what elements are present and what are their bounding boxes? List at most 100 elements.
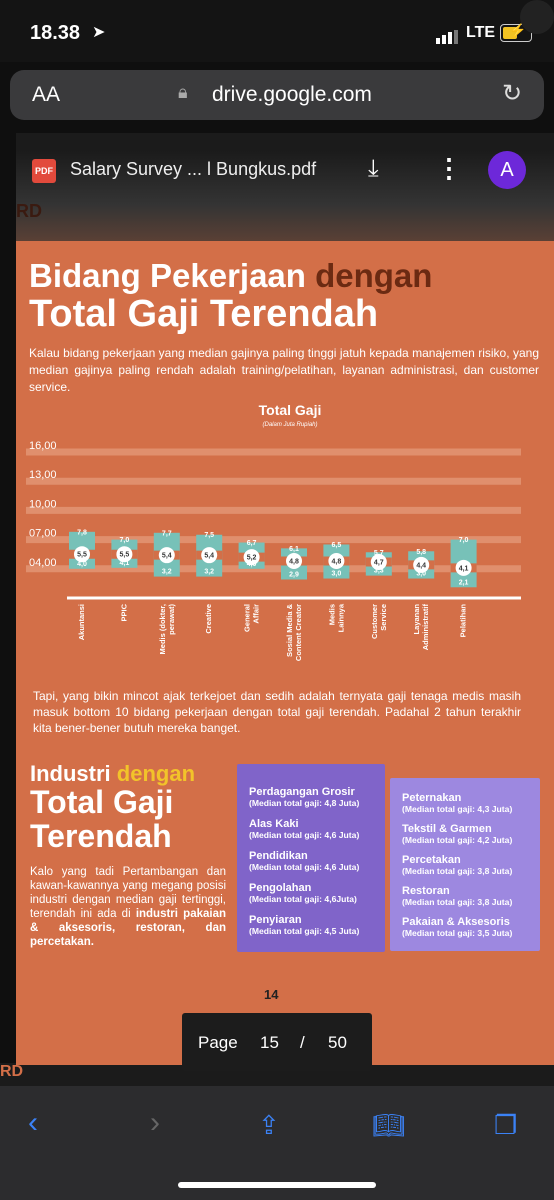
median-label: 4,4	[416, 562, 426, 569]
bar-lower	[196, 555, 223, 577]
industry-name: Pakaian & Aksesoris	[402, 916, 510, 928]
bookmarks-icon[interactable]: 📖︎	[372, 1110, 406, 1140]
industry-median: (Median total gaji: 3,8 Juta)	[402, 897, 513, 907]
category-label: CustomerService	[370, 604, 388, 639]
high-label: 6,5	[332, 542, 342, 549]
median-marker	[74, 546, 90, 563]
category-label: Medis (dokter,perawat)	[158, 603, 176, 654]
y-tick-label: 07,00	[29, 528, 57, 540]
median-marker	[243, 549, 260, 566]
page-separator: /	[300, 1033, 305, 1052]
category-label: Creative	[204, 604, 213, 634]
back-icon[interactable]: ‹	[28, 1106, 38, 1139]
median-label: 5,4	[204, 553, 214, 560]
chart-title: Total Gaji	[259, 402, 322, 418]
category-label: Sosial Media &Content Creator	[285, 603, 303, 661]
industry-item: Peternakan (Median total gaji: 4,3 Juta)	[402, 792, 512, 814]
industry-item: Perdagangan Grosir (Median total gaji: 4,…	[249, 786, 359, 808]
low-label: 3,2	[204, 569, 214, 576]
page-title-line2: Total Gaji Terendah	[29, 293, 379, 335]
paragraph-medical: Tapi, yang bikin mincot ajak terkejoet d…	[33, 689, 521, 735]
page-title: Bidang Pekerjaan dengan	[29, 257, 433, 294]
industry-heading: Industri dengan	[30, 761, 196, 786]
text-size-button[interactable]: AA	[32, 83, 61, 106]
y-tick-label: 10,00	[29, 498, 57, 510]
address-bar[interactable]: AA 🔒︎ drive.google.com ↻	[10, 70, 544, 120]
industry-item: Alas Kaki (Median total gaji: 4,6 Juta)	[249, 818, 359, 840]
reload-icon[interactable]: ↻	[502, 80, 523, 107]
printed-page-number: 14	[264, 987, 279, 1002]
y-tick-label: 13,00	[29, 469, 57, 481]
median-marker	[116, 546, 133, 563]
download-icon[interactable]: ⤓	[368, 155, 379, 182]
bar-upper	[153, 532, 180, 556]
low-label: 3,0	[416, 571, 426, 578]
industry-item: Pengolahan (Median total gaji: 4,6Juta)	[249, 882, 357, 904]
signal-icon	[436, 26, 460, 44]
high-label: 7,0	[459, 537, 469, 544]
bar-lower	[450, 567, 477, 588]
median-marker	[328, 553, 345, 570]
industry-item: Pendidikan (Median total gaji: 4,6 Juta)	[249, 850, 359, 872]
high-label: 5,8	[416, 549, 426, 556]
total-pages: 50	[328, 1033, 347, 1052]
industry-median: (Median total gaji: 4,6Juta)	[249, 894, 357, 904]
location-arrow-icon: ➤	[92, 24, 106, 41]
lock-icon: 🔒︎	[178, 82, 188, 102]
industry-name: Alas Kaki	[249, 818, 299, 830]
low-label: 3,2	[162, 569, 172, 576]
category-label: MedisLainnya	[327, 603, 345, 632]
page-label: Page	[198, 1033, 238, 1052]
forward-icon[interactable]: ›	[150, 1106, 160, 1139]
industry-item: Pakaian & Aksesoris (Median total gaji: 3…	[402, 916, 512, 938]
bar-upper	[196, 534, 223, 556]
account-avatar[interactable]: A	[488, 151, 526, 189]
industry-name: Percetakan	[402, 854, 461, 866]
industry-median: (Median total gaji: 4,6 Juta)	[249, 862, 360, 872]
median-marker	[413, 556, 430, 573]
median-label: 4,8	[289, 559, 299, 566]
industry-median: (Median total gaji: 4,8 Juta)	[249, 798, 360, 808]
median-label: 5,5	[77, 552, 87, 559]
low-label: 4,0	[247, 561, 257, 568]
y-tick-label: 16,00	[29, 440, 57, 452]
pdf-page[interactable]: PDF Salary Survey ... l Bungkus.pdf ⤓ ⋮ …	[16, 133, 554, 1086]
edge-mark: RD	[16, 201, 42, 221]
industry-median: (Median total gaji: 4,6 Juta)	[249, 830, 360, 840]
industry-item: Percetakan (Median total gaji: 3,8 Juta)	[402, 854, 512, 876]
industry-item: Restoran (Median total gaji: 3,8 Juta)	[402, 885, 512, 907]
overlay-logo-icon	[520, 0, 554, 34]
category-label: Pelatihan	[459, 604, 468, 638]
status-bar: 18.38 ➤ LTE ⚡	[0, 0, 554, 62]
industry-name: Perdagangan Grosir	[249, 786, 355, 798]
low-label: 4,1	[120, 560, 130, 567]
median-marker	[370, 553, 387, 570]
status-time: 18.38	[30, 22, 81, 44]
tabs-icon[interactable]: ❐	[494, 1110, 518, 1140]
low-label: 2,9	[289, 572, 299, 579]
industry-name: Penyiaran	[249, 914, 302, 926]
bar-lower	[153, 555, 180, 577]
share-icon[interactable]: ⇪	[258, 1110, 280, 1140]
category-label: GeneralAffair	[243, 604, 261, 632]
high-label: 6,7	[247, 540, 257, 547]
url-text[interactable]: drive.google.com	[212, 83, 372, 106]
industry-name: Peternakan	[402, 792, 462, 804]
industry-list-right: Peternakan (Median total gaji: 4,3 Juta) T…	[390, 778, 540, 951]
industry-median: (Median total gaji: 4,2 Juta)	[402, 835, 513, 845]
pdf-viewer-bar: PDF Salary Survey ... l Bungkus.pdf ⤓ ⋮ …	[16, 151, 554, 241]
industry-name: Pengolahan	[249, 882, 312, 894]
high-label: 7,8	[77, 529, 87, 536]
browser-toolbar: ‹ › ⇪ 📖︎ ❐	[0, 1086, 554, 1200]
industry-median: (Median total gaji: 4,3 Juta)	[402, 804, 513, 814]
median-label: 5,2	[247, 555, 257, 562]
median-marker	[455, 559, 472, 576]
bar-upper	[69, 531, 95, 555]
median-marker	[158, 547, 175, 564]
high-label: 7,0	[120, 537, 130, 544]
category-label: PPIC	[119, 603, 128, 621]
median-label: 4,7	[374, 559, 384, 566]
median-label: 4,8	[332, 559, 342, 566]
more-options-icon[interactable]: ⋮	[436, 153, 462, 183]
y-tick-label: 04,00	[29, 557, 57, 569]
